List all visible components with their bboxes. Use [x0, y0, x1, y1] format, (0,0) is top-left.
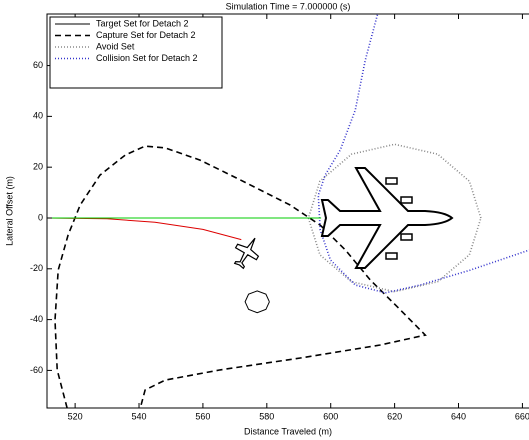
legend-label: Target Set for Detach 2: [96, 18, 189, 28]
series-line: [317, 14, 529, 294]
x-tick-label: 580: [259, 411, 274, 421]
engine-icon: [385, 177, 398, 185]
x-tick-label: 540: [132, 411, 147, 421]
x-axis-label: Distance Traveled (m): [244, 426, 332, 436]
series-line: [54, 145, 427, 408]
legend-label: Collision Set for Detach 2: [96, 53, 198, 63]
engine-icon: [385, 252, 398, 260]
y-tick-label: -20: [30, 263, 43, 273]
legend-label: Avoid Set: [96, 41, 135, 51]
legend-label: Capture Set for Detach 2: [96, 30, 196, 40]
x-tick-label: 560: [195, 411, 210, 421]
y-axis-label: Lateral Offset (m): [4, 176, 14, 246]
y-tick-label: -40: [30, 314, 43, 324]
aircraft-icon: [320, 167, 454, 269]
x-tick-label: 640: [451, 411, 466, 421]
engine-icon: [400, 233, 413, 241]
x-tick-label: 620: [387, 411, 402, 421]
y-tick-label: 60: [33, 60, 43, 70]
engine-icon: [400, 196, 413, 204]
x-tick-label: 600: [323, 411, 338, 421]
y-tick-label: 20: [33, 162, 43, 172]
x-tick-label: 520: [68, 411, 83, 421]
x-tick-label: 660: [515, 411, 529, 421]
y-tick-label: 0: [38, 212, 43, 222]
y-tick-label: 40: [33, 111, 43, 121]
chart-title: Simulation Time = 7.000000 (s): [226, 1, 351, 11]
small-aircraft-icon: [233, 237, 260, 270]
plot-area: [47, 14, 529, 408]
legend: Target Set for Detach 2 Capture Set for D…: [49, 16, 223, 89]
series-line: [307, 143, 482, 293]
y-tick-label: -60: [30, 365, 43, 375]
series-line: [244, 290, 270, 314]
